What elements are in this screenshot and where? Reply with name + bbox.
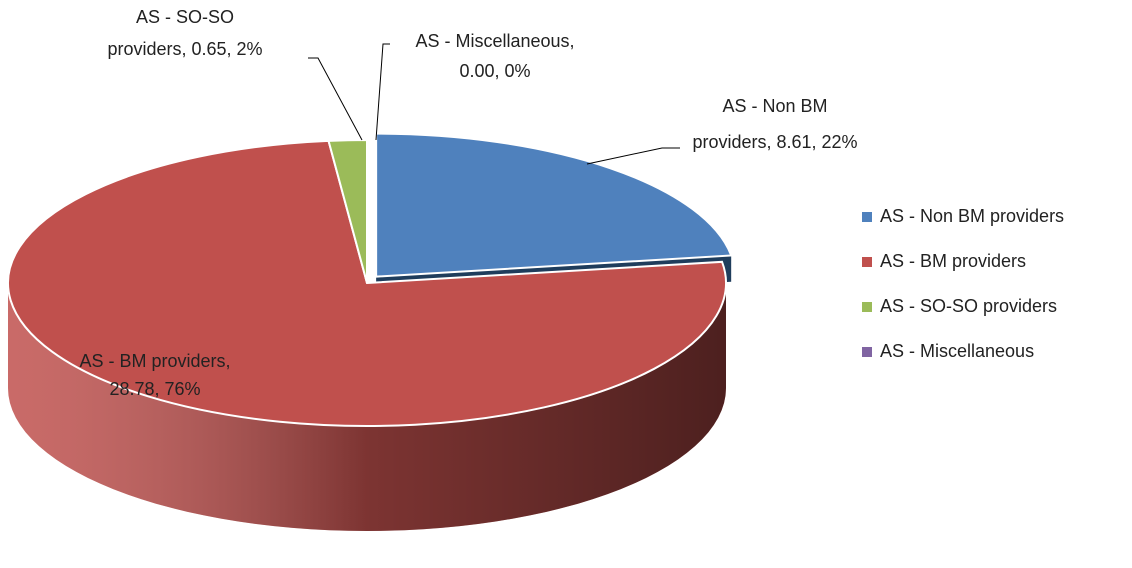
legend-label: AS - Miscellaneous bbox=[880, 341, 1034, 361]
legend: AS - Non BM providers AS - BM providers AS… bbox=[862, 206, 1064, 361]
data-label: AS - Non BM bbox=[722, 96, 827, 116]
data-labels: AS - Non BM providers, 8.61, 22% AS - BM p… bbox=[79, 7, 857, 399]
data-label: 28.78, 76% bbox=[109, 379, 200, 399]
legend-label: AS - Non BM providers bbox=[880, 206, 1064, 226]
legend-label: AS - SO-SO providers bbox=[880, 296, 1057, 316]
data-label: AS - SO-SO bbox=[136, 7, 234, 27]
leader-line bbox=[308, 57, 363, 141]
slice-side-shade bbox=[8, 283, 726, 531]
data-label: AS - Miscellaneous, bbox=[415, 31, 574, 51]
pie bbox=[7, 132, 733, 531]
legend-swatch bbox=[862, 212, 872, 222]
slice bbox=[327, 138, 368, 284]
data-label: providers, 8.61, 22% bbox=[692, 132, 857, 152]
legend-swatch bbox=[862, 302, 872, 312]
legend-label: AS - BM providers bbox=[880, 251, 1026, 271]
leader-line bbox=[586, 147, 680, 165]
slice bbox=[375, 132, 733, 278]
leader-line bbox=[375, 43, 390, 141]
slice bbox=[7, 139, 727, 427]
data-label: AS - BM providers, bbox=[79, 351, 230, 371]
legend-swatch bbox=[862, 257, 872, 267]
data-label: providers, 0.65, 2% bbox=[107, 39, 262, 59]
legend-swatch bbox=[862, 347, 872, 357]
data-label: 0.00, 0% bbox=[459, 61, 530, 81]
